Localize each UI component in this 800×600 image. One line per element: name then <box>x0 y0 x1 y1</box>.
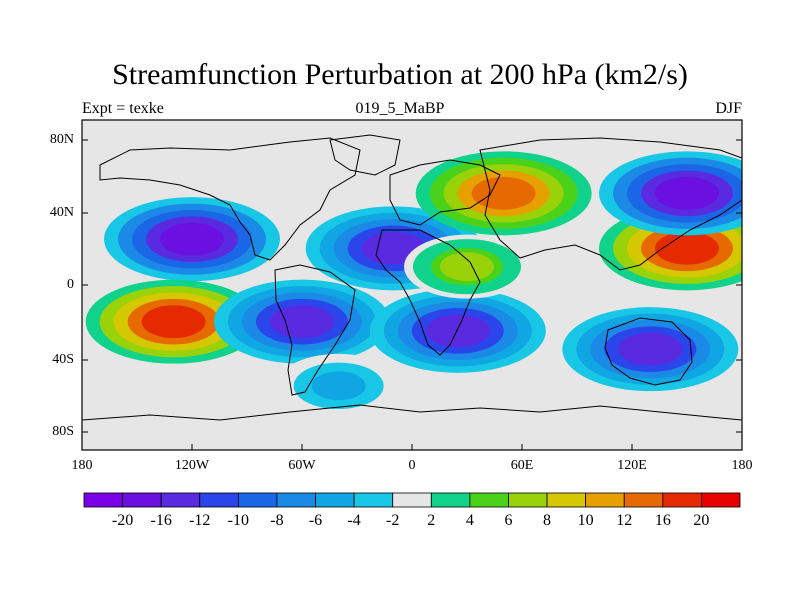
season-string: DJF <box>715 100 742 117</box>
colorbar-swatch-16 <box>701 492 741 508</box>
lat-label-40s: 40S <box>52 352 74 367</box>
colorbar-swatch-2 <box>160 492 201 508</box>
lon-label-120e: 120E <box>617 458 647 473</box>
field-feature-7-ring-1 <box>655 176 719 210</box>
lon-label-180w: 180 <box>71 458 93 473</box>
colorbar-swatch-11 <box>508 492 548 508</box>
australia-outline <box>604 317 693 386</box>
asia-outline <box>479 137 742 271</box>
field-feature-8-ring-1 <box>618 332 683 366</box>
contour-field <box>82 120 742 450</box>
north-america-outline <box>99 137 361 261</box>
case-string: 019_5_MaBP <box>355 100 445 117</box>
antarctica-outline <box>82 404 742 421</box>
colorbar-label-2: -12 <box>189 512 211 529</box>
colorbar-label-12: 10 <box>577 512 594 529</box>
colorbar-swatch-14 <box>623 492 664 508</box>
lon-label-60w: 60W <box>288 458 316 473</box>
plot-title: Streamfunction Perturbation at 200 hPa (… <box>112 58 688 91</box>
colorbar-label-10: 6 <box>504 512 513 529</box>
lat-label-80n: 80N <box>49 132 74 147</box>
field-feature-6-ring-1 <box>655 231 719 265</box>
africa-outline <box>375 229 481 356</box>
colorbar-swatch-3 <box>199 492 239 508</box>
colorbar <box>83 492 741 508</box>
colorbar-swatch-7 <box>353 492 394 508</box>
colorbar-label-7: -2 <box>386 512 400 529</box>
lat-label-eq: 0 <box>67 277 74 292</box>
colorbar-label-11: 8 <box>543 512 552 529</box>
colorbar-label-4: -8 <box>270 512 284 529</box>
colorbar-label-15: 20 <box>693 512 710 529</box>
colorbar-swatch-8 <box>392 492 432 508</box>
field-feature-2-ring-1 <box>270 305 334 339</box>
axis-ticks <box>81 139 743 450</box>
colorbar-label-14: 16 <box>654 512 671 529</box>
lat-label-80s: 80S <box>52 424 74 439</box>
south-america-outline <box>274 264 356 396</box>
field-blobs <box>85 151 742 418</box>
colorbar-label-0: -20 <box>111 512 134 529</box>
colorbar-swatch-6 <box>315 492 355 508</box>
colorbar-swatch-12 <box>546 492 587 508</box>
experiment-string: Expt = texke <box>82 100 164 117</box>
field-feature-5-ring-1 <box>471 176 536 210</box>
colorbar-label-9: 4 <box>465 512 474 529</box>
field-feature-9-ring-1 <box>311 371 366 401</box>
lat-label-40n: 40N <box>49 205 74 220</box>
lon-label-180e: 180 <box>731 458 753 473</box>
field-feature-0-ring-1 <box>160 222 224 256</box>
colorbar-label-8: 2 <box>427 512 436 529</box>
colorbar-swatch-15 <box>662 492 702 508</box>
colorbar-label-3: -10 <box>227 512 249 529</box>
colorbar-swatch-0 <box>83 492 123 508</box>
field-feature-4-ring-1 <box>425 314 490 348</box>
colorbar-swatch-5 <box>276 492 316 508</box>
colorbar-label-13: 12 <box>616 512 633 529</box>
lon-label-0: 0 <box>408 458 416 473</box>
colorbar-swatch-13 <box>585 492 625 508</box>
colorbar-swatch-4 <box>237 492 278 508</box>
lon-label-120w: 120W <box>174 458 210 473</box>
greenland-outline <box>329 134 401 176</box>
continent-outlines <box>82 134 742 421</box>
lon-label-60e: 60E <box>510 458 534 473</box>
colorbar-label-1: -16 <box>150 512 172 529</box>
colorbar-swatch-9 <box>430 492 471 508</box>
colorbar-label-5: -6 <box>308 512 323 529</box>
field-feature-10-ring-1 <box>440 252 494 282</box>
field-feature-1-ring-1 <box>141 305 206 339</box>
colorbar-swatch-10 <box>469 492 509 508</box>
colorbar-swatch-1 <box>122 492 162 508</box>
colorbar-label-6: -4 <box>347 512 361 529</box>
europe-outline <box>389 159 501 226</box>
